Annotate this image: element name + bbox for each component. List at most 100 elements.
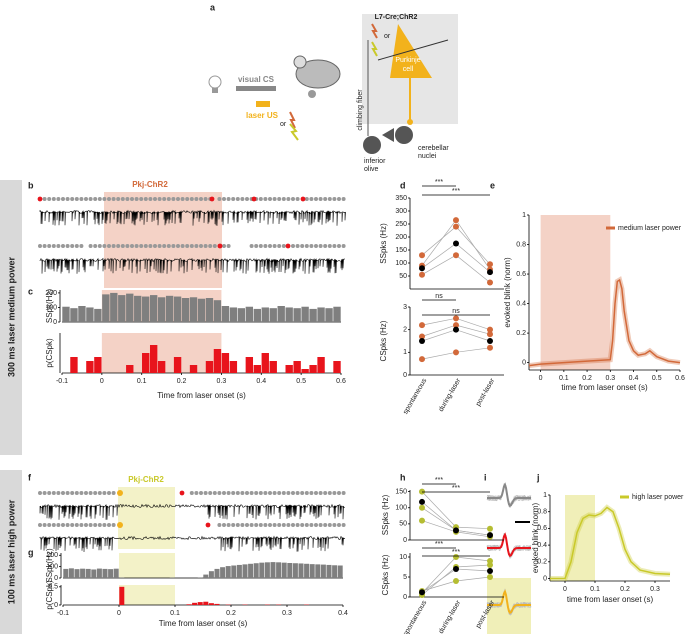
laser-shade [119,585,175,605]
x-tick-label: 0.1 [590,586,600,593]
y-tick-label: 100 [395,260,407,267]
legend-label: high laser power [632,494,684,501]
spike-dot [277,523,282,527]
x-tick-label: 0.2 [620,586,630,593]
spike-dot [180,244,185,248]
dot [419,265,425,272]
laser-dot [117,490,123,496]
bar [276,562,282,578]
bar [197,298,206,322]
x-tick-label: spontaneous [402,377,428,416]
spike-dot [194,197,199,201]
spike-dot [318,244,323,248]
bar [320,564,326,578]
spike-dot [61,197,65,201]
y-tick-label: 0 [403,372,407,379]
connector [421,556,491,594]
bar [315,564,321,578]
waveforms [487,521,531,634]
bar [149,345,158,373]
spike-dot [65,491,70,495]
x-tick-label: 0.4 [338,610,348,617]
dot [453,240,459,247]
spike-dot [84,491,88,495]
laser-shade [540,215,611,370]
spike-dot [245,523,249,527]
bar [292,563,298,578]
spike-dot [235,197,240,201]
spike-dot [65,523,70,527]
spike-dot [171,244,176,248]
bar [317,307,325,322]
bar [301,306,309,322]
spike-dot [304,523,309,527]
x-tick-label: 0.6 [336,378,346,385]
bar [225,566,231,578]
bar [118,295,126,322]
y-tick-label: 0.5 [48,584,58,591]
spike-dot [176,244,180,248]
spike-dot [111,244,116,248]
bar [229,361,238,373]
spike-dot [107,197,111,201]
cs-dot [179,490,185,496]
x-tick-label: 0.1 [170,610,180,617]
y-tick-label: 0.8 [516,241,526,248]
spike-dot [318,523,323,527]
panel-label: i [484,472,487,482]
dot [419,271,425,278]
panel-label: b [28,180,34,190]
bar [80,568,86,578]
bar [261,307,269,322]
spike-dot [70,244,75,248]
panel-label: f [28,472,32,482]
spike-dot [47,244,52,248]
spike-dot [166,244,171,248]
spike-dot [130,244,134,248]
x-tick-label: 0.2 [226,610,236,617]
spike-dot [102,523,107,527]
y-axis-label: evoked blink (norm) [531,503,540,574]
spike-dot [332,491,337,495]
dot [487,568,493,574]
bar [197,577,203,578]
panel-label: h [400,472,406,482]
spike-dot [291,244,295,248]
y-axis-label: SSpk(Hz) [45,548,54,583]
bar [285,307,293,322]
spike-dot [148,197,153,201]
spike-dot [120,197,125,201]
x-tick-label: during-laser [438,599,463,634]
spike-dot [291,197,295,201]
dot [453,554,459,560]
panel-label: d [400,180,406,190]
spike-dot [56,244,61,248]
dot [419,589,425,596]
spike-dot [125,244,130,248]
bar [213,300,222,322]
y-tick-label: 1 [403,349,407,356]
spike-dot [295,244,300,248]
y-tick-label: 0 [54,602,58,609]
spike-dot [272,197,277,201]
x-tick-label: 0 [117,610,121,617]
spike-dot [102,244,107,248]
bar [333,306,341,322]
spike-dot [254,244,259,248]
side-band [0,470,22,634]
bar [119,586,125,605]
bar [277,306,285,322]
bar [208,571,214,578]
x-tick-label: 0.1 [137,378,147,385]
spike-dot [240,523,245,527]
dot [487,279,493,286]
spike-dot [304,491,309,495]
spike-dot [47,197,52,201]
y-tick-label: 100 [46,563,58,570]
spike-dot [153,197,157,201]
y-tick-label: 350 [395,195,407,202]
dot [419,252,425,259]
spike-dot [268,491,272,495]
spike-dot [263,244,268,248]
bar [270,562,276,578]
